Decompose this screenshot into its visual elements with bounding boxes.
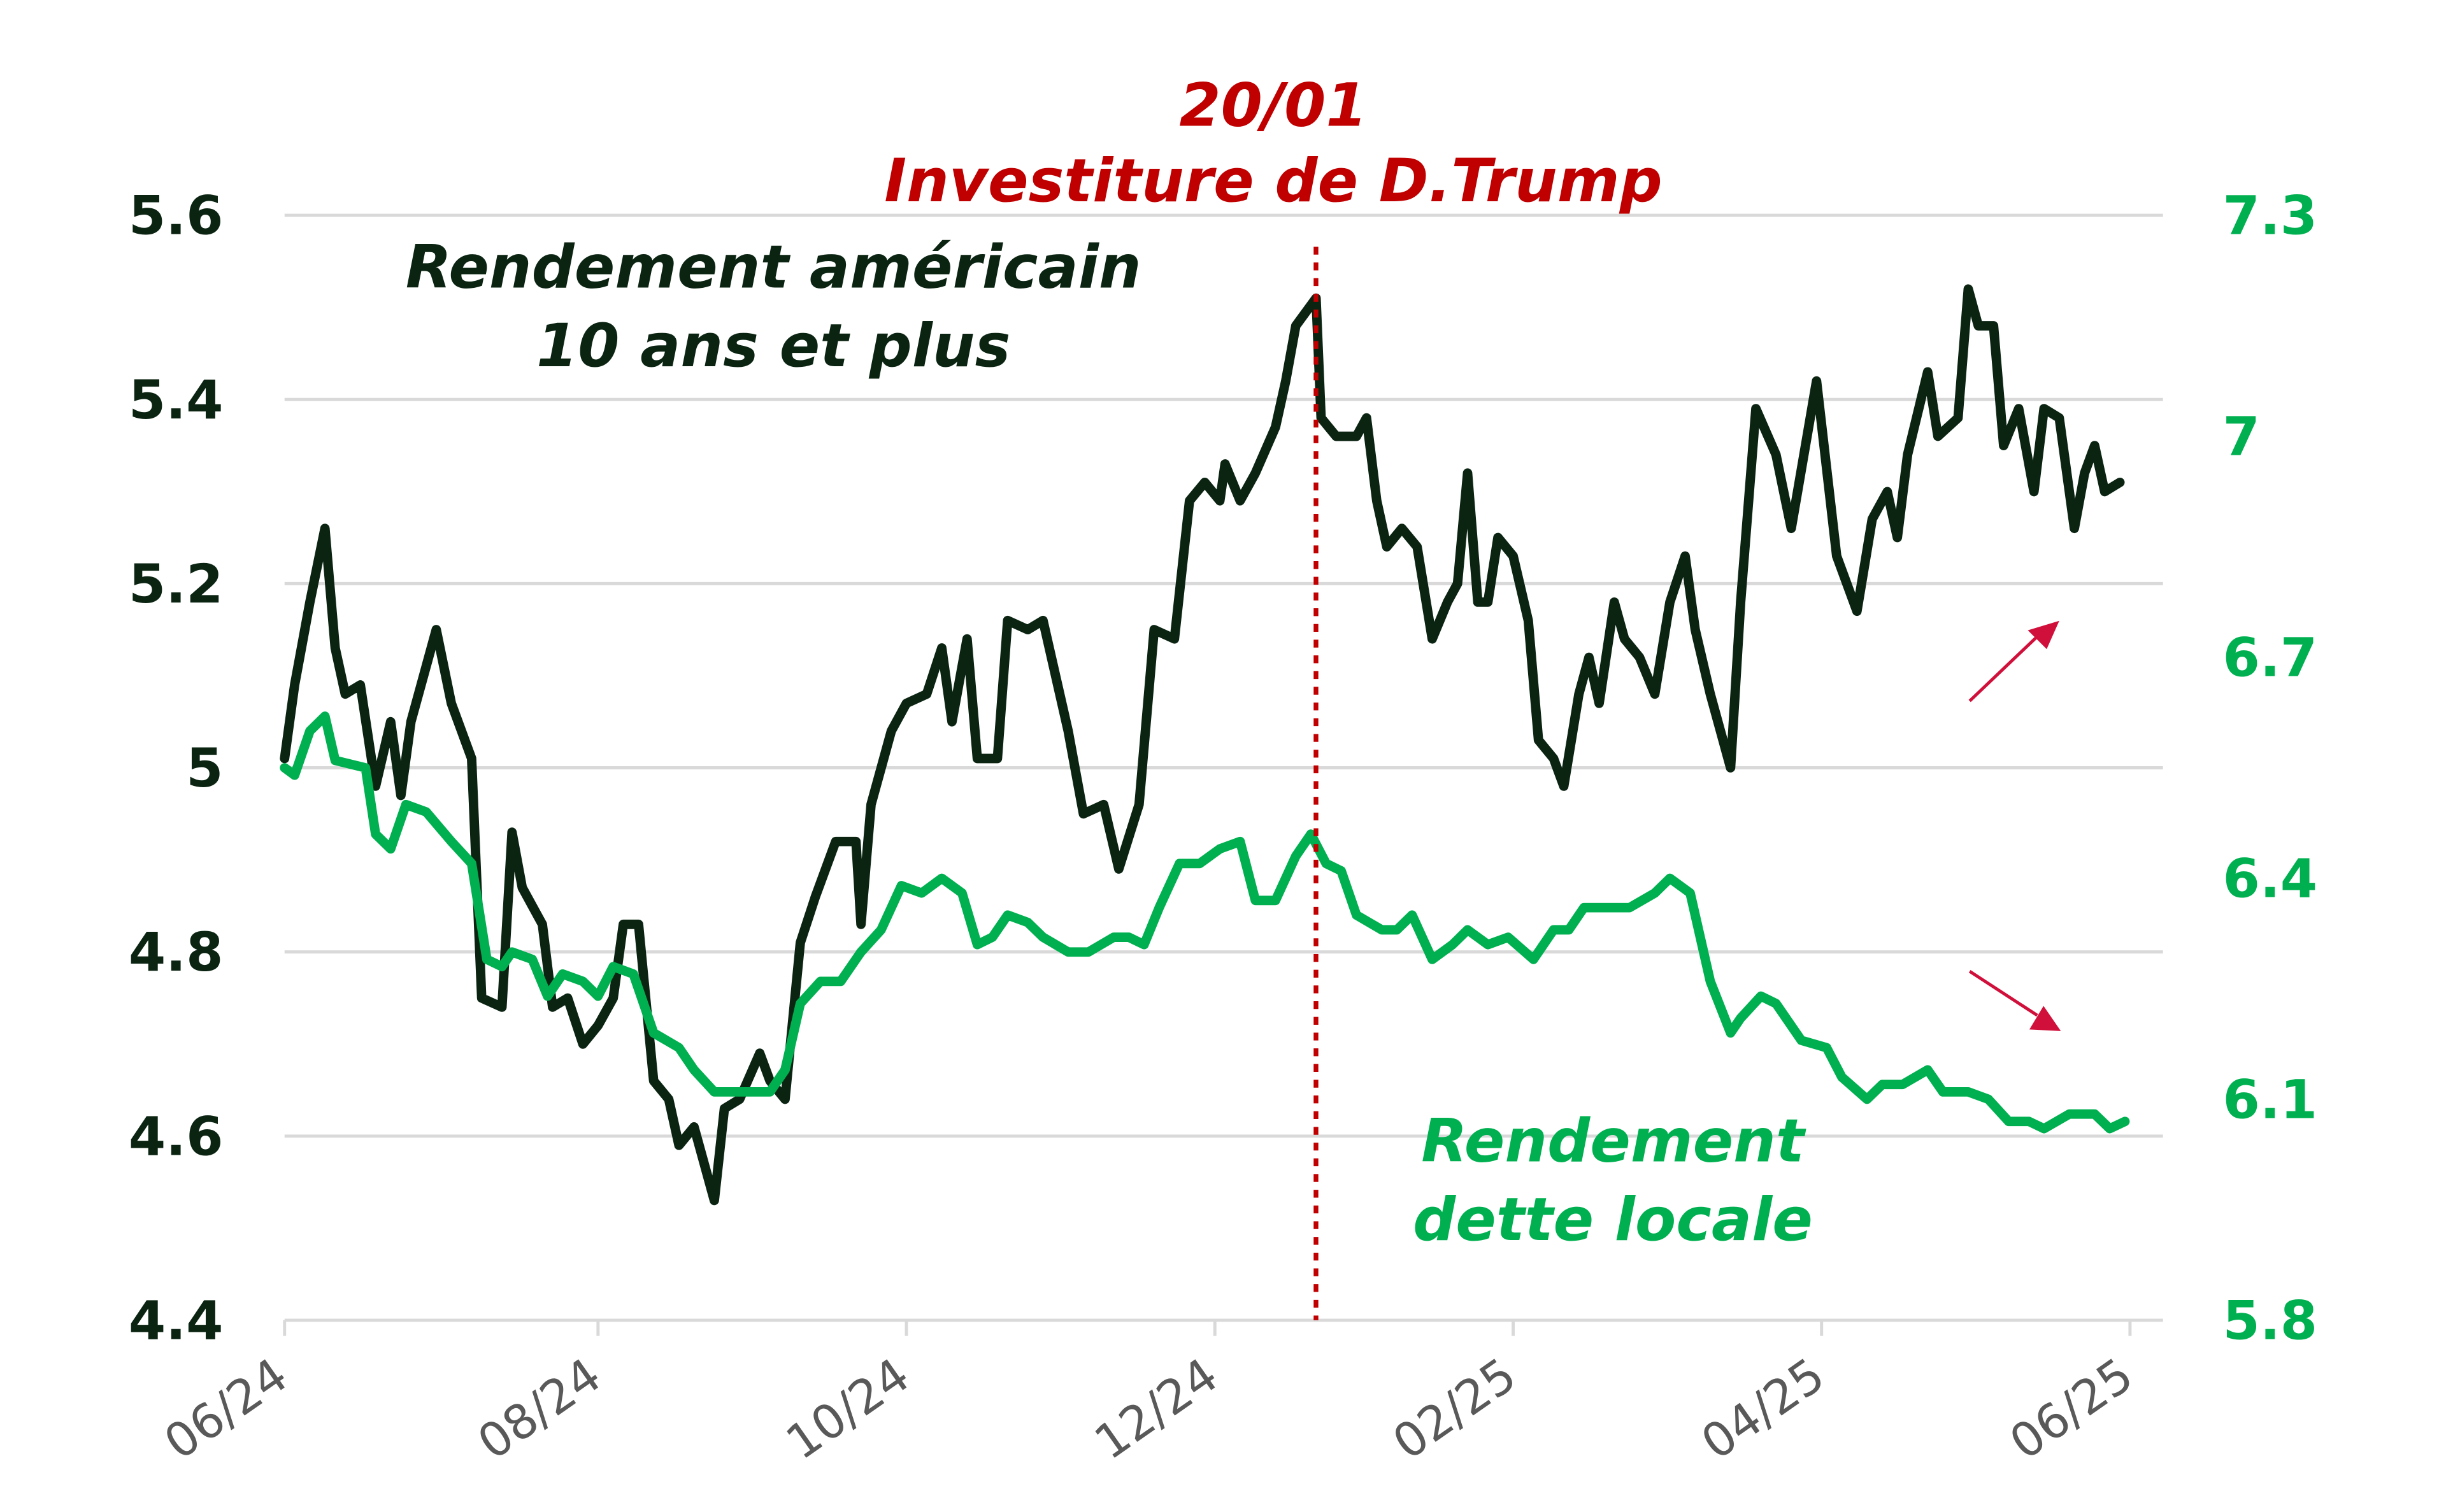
y-left-tick-label: 5.2 xyxy=(129,553,224,615)
trend-arrow-down-head xyxy=(2029,1006,2061,1031)
series-group xyxy=(280,284,2130,1206)
gridlines xyxy=(284,213,2163,1322)
event-label-date: 20/01 xyxy=(1179,71,1367,140)
trend-arrows xyxy=(1968,620,2061,1031)
series-label-us-line2: 10 ans et plus xyxy=(536,311,1010,381)
y-right-tick-label: 6.7 xyxy=(2223,627,2318,689)
y-right-tick-label: 6.1 xyxy=(2223,1069,2318,1131)
series-label-us-line1: Rendement américain xyxy=(406,233,1141,303)
y-right-tick-label: 7 xyxy=(2223,406,2260,468)
y-left-tick-label: 5 xyxy=(186,737,223,799)
y-right-tick-label: 7.3 xyxy=(2223,185,2318,247)
x-tick-label: 06/25 xyxy=(2000,1348,2143,1471)
y-axis-right: 5.8 6.1 6.4 6.7 7 7.3 xyxy=(2223,185,2318,1352)
x-tick-label: 06/24 xyxy=(155,1348,297,1471)
x-tick-label: 04/25 xyxy=(1692,1348,1834,1471)
y-left-tick-label: 4.8 xyxy=(129,921,224,983)
trend-arrow-up-head xyxy=(2028,620,2059,650)
series-line-local-debt xyxy=(280,711,2130,1134)
x-axis: 06/24 08/24 10/24 12/24 02/25 04/25 06/25 xyxy=(155,1320,2143,1471)
y-left-tick-label: 5.4 xyxy=(129,369,224,431)
x-tick-label: 10/24 xyxy=(776,1348,919,1471)
series-label-local-line1: Rendement xyxy=(1421,1107,1806,1176)
trend-arrow-down-shaft xyxy=(1968,970,2038,1017)
y-axis-left: 4.4 4.6 4.8 5 5.2 5.4 5.6 xyxy=(129,185,224,1352)
y-right-tick-label: 6.4 xyxy=(2223,848,2318,910)
y-left-tick-label: 4.4 xyxy=(129,1290,224,1352)
x-tick-label: 08/24 xyxy=(468,1348,611,1471)
y-left-tick-label: 5.6 xyxy=(129,185,224,247)
x-tick-label: 12/24 xyxy=(1085,1348,1227,1471)
y-right-tick-label: 5.8 xyxy=(2223,1290,2318,1352)
series-label-local-line2: dette locale xyxy=(1413,1185,1813,1255)
trend-arrow-up-shaft xyxy=(1968,635,2039,703)
event-label-text: Investiture de D.Trump xyxy=(884,146,1662,216)
series-line-us-yield xyxy=(280,284,2125,1206)
y-left-tick-label: 4.6 xyxy=(129,1105,224,1167)
x-tick-label: 02/25 xyxy=(1384,1348,1526,1471)
